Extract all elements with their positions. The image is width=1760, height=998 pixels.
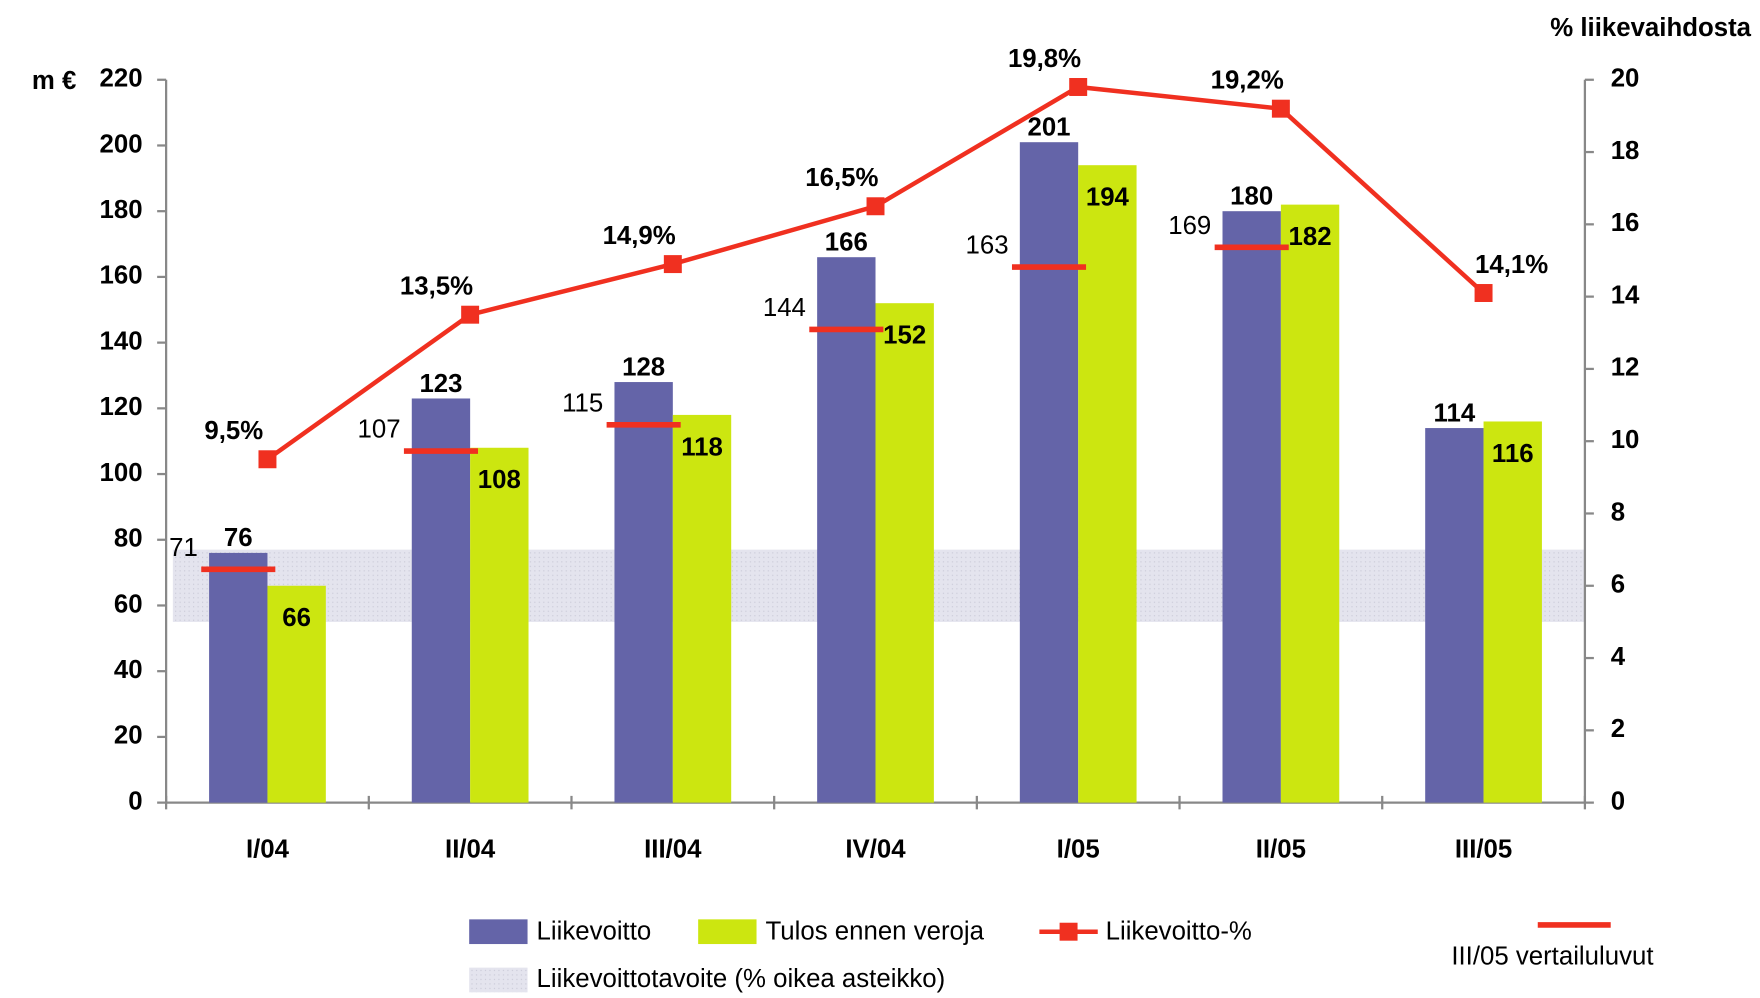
y-tick-label: 200 [100,130,143,158]
y-tick-label: 40 [114,656,143,684]
value-label: 123 [419,370,462,398]
value-label: 118 [681,433,723,461]
value-label: 180 [1230,183,1273,211]
comparison-label: 107 [358,416,401,444]
x-tick-label: IV/04 [845,836,906,864]
line-marker [866,197,885,216]
y2-tick-label: 0 [1611,787,1625,815]
value-label: 116 [1492,440,1534,468]
value-label: 114 [1434,399,1476,427]
line-marker [461,305,480,324]
legend-marker [1059,922,1078,941]
y-tick-label: 220 [100,65,143,93]
y2-tick-label: 14 [1611,281,1640,309]
value-label: 14,1% [1475,251,1548,279]
comparison-label: 163 [966,232,1009,260]
legend-swatch [469,919,528,945]
y-tick-label: 120 [100,393,143,421]
y-tick-label: 100 [100,459,143,487]
bar [1483,421,1542,803]
bar [209,552,268,803]
y-tick-label: 0 [128,787,142,815]
y-tick-label: 80 [114,525,143,553]
bar [1222,211,1281,803]
legend-label: Liikevoitto [537,918,652,946]
legend-label: Liikevoitto-% [1106,918,1252,946]
bar [1280,204,1340,803]
y2-tick-label: 16 [1611,209,1640,237]
y2-tick-label: 12 [1611,354,1640,382]
y2-tick-label: 10 [1611,426,1640,454]
y2-tick-label: 6 [1611,571,1625,599]
value-label: 128 [622,353,665,381]
value-label: 66 [282,604,311,632]
line-marker [1474,284,1493,302]
line-marker [1069,78,1088,96]
legend-swatch [469,967,528,993]
y2-tick-label: 20 [1611,65,1640,93]
value-label: 16,5% [805,164,878,192]
comparison-label: 71 [169,534,198,562]
bar [672,414,732,803]
value-label: 19,2% [1211,67,1284,95]
x-tick-label: III/05 [1455,836,1512,864]
value-label: 9,5% [204,417,263,445]
value-label: 201 [1027,114,1070,142]
value-label: 166 [825,229,868,257]
legend-label: III/05 vertailuluvut [1451,942,1653,970]
x-tick-label: I/04 [246,836,290,864]
bar [1078,165,1137,803]
value-label: 13,5% [400,273,473,301]
legend-label: Tulos ennen veroja [766,918,985,946]
y2-tick-label: 4 [1611,643,1626,671]
y-tick-label: 20 [114,722,143,750]
bar [1019,142,1079,803]
bar [267,585,326,803]
y-tick-label: 140 [100,327,143,355]
y-axis-label: m € [32,67,76,95]
bar [411,398,471,803]
legend-swatch [698,919,757,945]
value-label: 152 [883,322,926,350]
comparison-label: 115 [562,389,603,417]
value-label: 19,8% [1008,45,1081,73]
comparison-label: 144 [763,294,806,322]
y-tick-label: 60 [114,590,143,618]
value-label: 76 [224,524,253,552]
y-tick-label: 160 [100,262,143,290]
bar [817,257,876,803]
bar [875,303,934,803]
x-tick-label: III/04 [644,836,702,864]
value-label: 14,9% [603,222,676,250]
value-label: 182 [1289,223,1332,251]
bar [614,382,673,803]
x-tick-label: II/05 [1256,836,1306,864]
y2-tick-label: 18 [1611,137,1640,165]
y2-axis-label: % liikevaihdosta [1550,14,1751,42]
y2-tick-label: 8 [1611,498,1625,526]
comparison-label: 169 [1168,212,1211,240]
legend-label: Liikevoittotavoite (% oikea asteikko) [537,965,946,993]
y2-tick-label: 2 [1611,715,1625,743]
value-label: 108 [478,466,521,494]
line-marker [1271,99,1290,118]
bar [470,447,529,803]
line-marker [663,255,682,274]
x-tick-label: I/05 [1057,836,1100,864]
line-marker [258,450,277,469]
x-tick-label: II/04 [445,836,496,864]
bar [1425,428,1484,803]
value-label: 194 [1086,184,1130,212]
y-tick-label: 180 [100,196,143,224]
